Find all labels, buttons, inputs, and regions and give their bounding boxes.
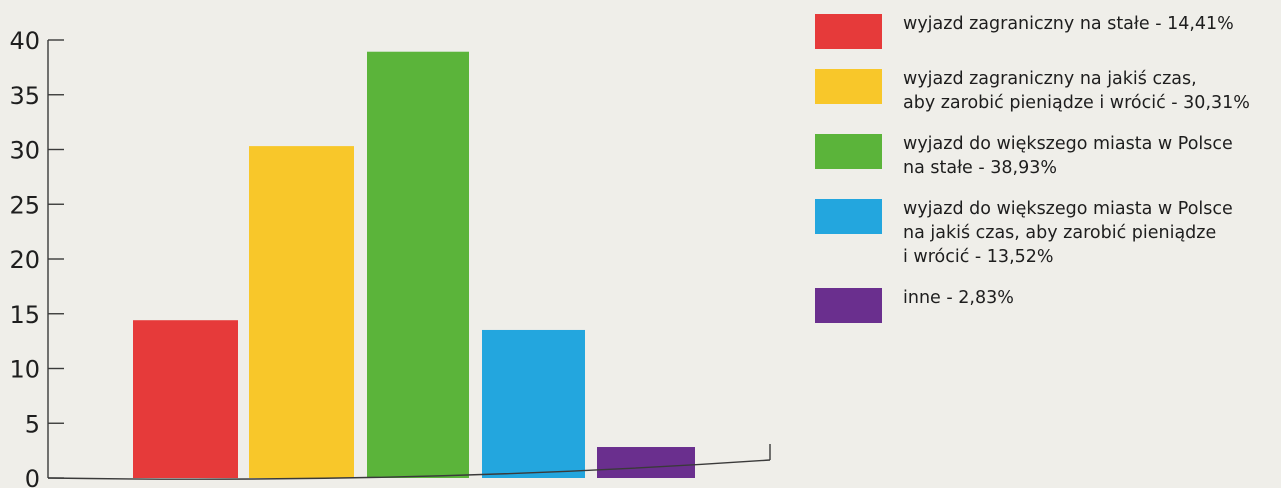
y-tick-label: 5 <box>25 410 40 438</box>
bar <box>597 447 695 478</box>
legend-label: wyjazd do większego miasta w Polsce na st… <box>903 132 1275 180</box>
legend-item: inne - 2,83% <box>815 286 1275 324</box>
legend-swatch <box>815 14 882 49</box>
legend: wyjazd zagraniczny na stałe - 14,41% wyja… <box>815 12 1275 341</box>
bar <box>249 146 354 478</box>
bar <box>482 329 585 478</box>
y-tick-label: 15 <box>9 301 40 329</box>
legend-label-line: wyjazd do większego miasta w Polsce <box>903 199 1233 219</box>
legend-label: wyjazd zagraniczny na jakiś czas, aby zar… <box>903 67 1275 115</box>
legend-item: wyjazd do większego miasta w Polsce na ja… <box>815 197 1275 269</box>
legend-item: wyjazd zagraniczny na stałe - 14,41% <box>815 12 1275 50</box>
legend-label-line: wyjazd zagraniczny na jakiś czas, <box>903 69 1197 89</box>
bar <box>133 320 238 478</box>
y-tick-label: 35 <box>9 82 40 110</box>
legend-swatch <box>815 199 882 234</box>
legend-label-line: na jakiś czas, aby zarobić pieniądze <box>903 223 1217 243</box>
legend-swatch <box>815 288 882 323</box>
legend-label: inne - 2,83% <box>903 286 1275 310</box>
y-axis: 0 5 10 15 20 25 30 35 40 <box>9 27 64 488</box>
legend-item: wyjazd zagraniczny na jakiś czas, aby zar… <box>815 67 1275 115</box>
x-axis <box>47 444 771 480</box>
y-tick-label: 40 <box>9 27 40 55</box>
legend-swatch <box>815 69 882 104</box>
legend-label-line: wyjazd zagraniczny na stałe - 14,41% <box>903 14 1234 34</box>
y-tick-label: 30 <box>9 137 40 165</box>
y-tick-label: 10 <box>9 356 40 384</box>
x-axis-line <box>47 459 771 480</box>
y-tick-label: 25 <box>9 191 40 219</box>
legend-item: wyjazd do większego miasta w Polsce na st… <box>815 132 1275 180</box>
legend-label: wyjazd zagraniczny na stałe - 14,41% <box>903 12 1275 36</box>
legend-swatch <box>815 134 882 169</box>
bars <box>133 51 695 479</box>
bar <box>367 51 469 479</box>
legend-label-line: i wrócić - 13,52% <box>903 247 1054 267</box>
legend-label-line: inne - 2,83% <box>903 288 1014 308</box>
legend-label-line: na stałe - 38,93% <box>903 158 1057 178</box>
y-tick-label: 20 <box>9 246 40 274</box>
y-tick-label: 0 <box>25 465 40 488</box>
legend-label-line: wyjazd do większego miasta w Polsce <box>903 134 1233 154</box>
legend-label-line: aby zarobić pieniądze i wrócić - 30,31% <box>903 93 1250 113</box>
legend-label: wyjazd do większego miasta w Polsce na ja… <box>903 197 1275 269</box>
